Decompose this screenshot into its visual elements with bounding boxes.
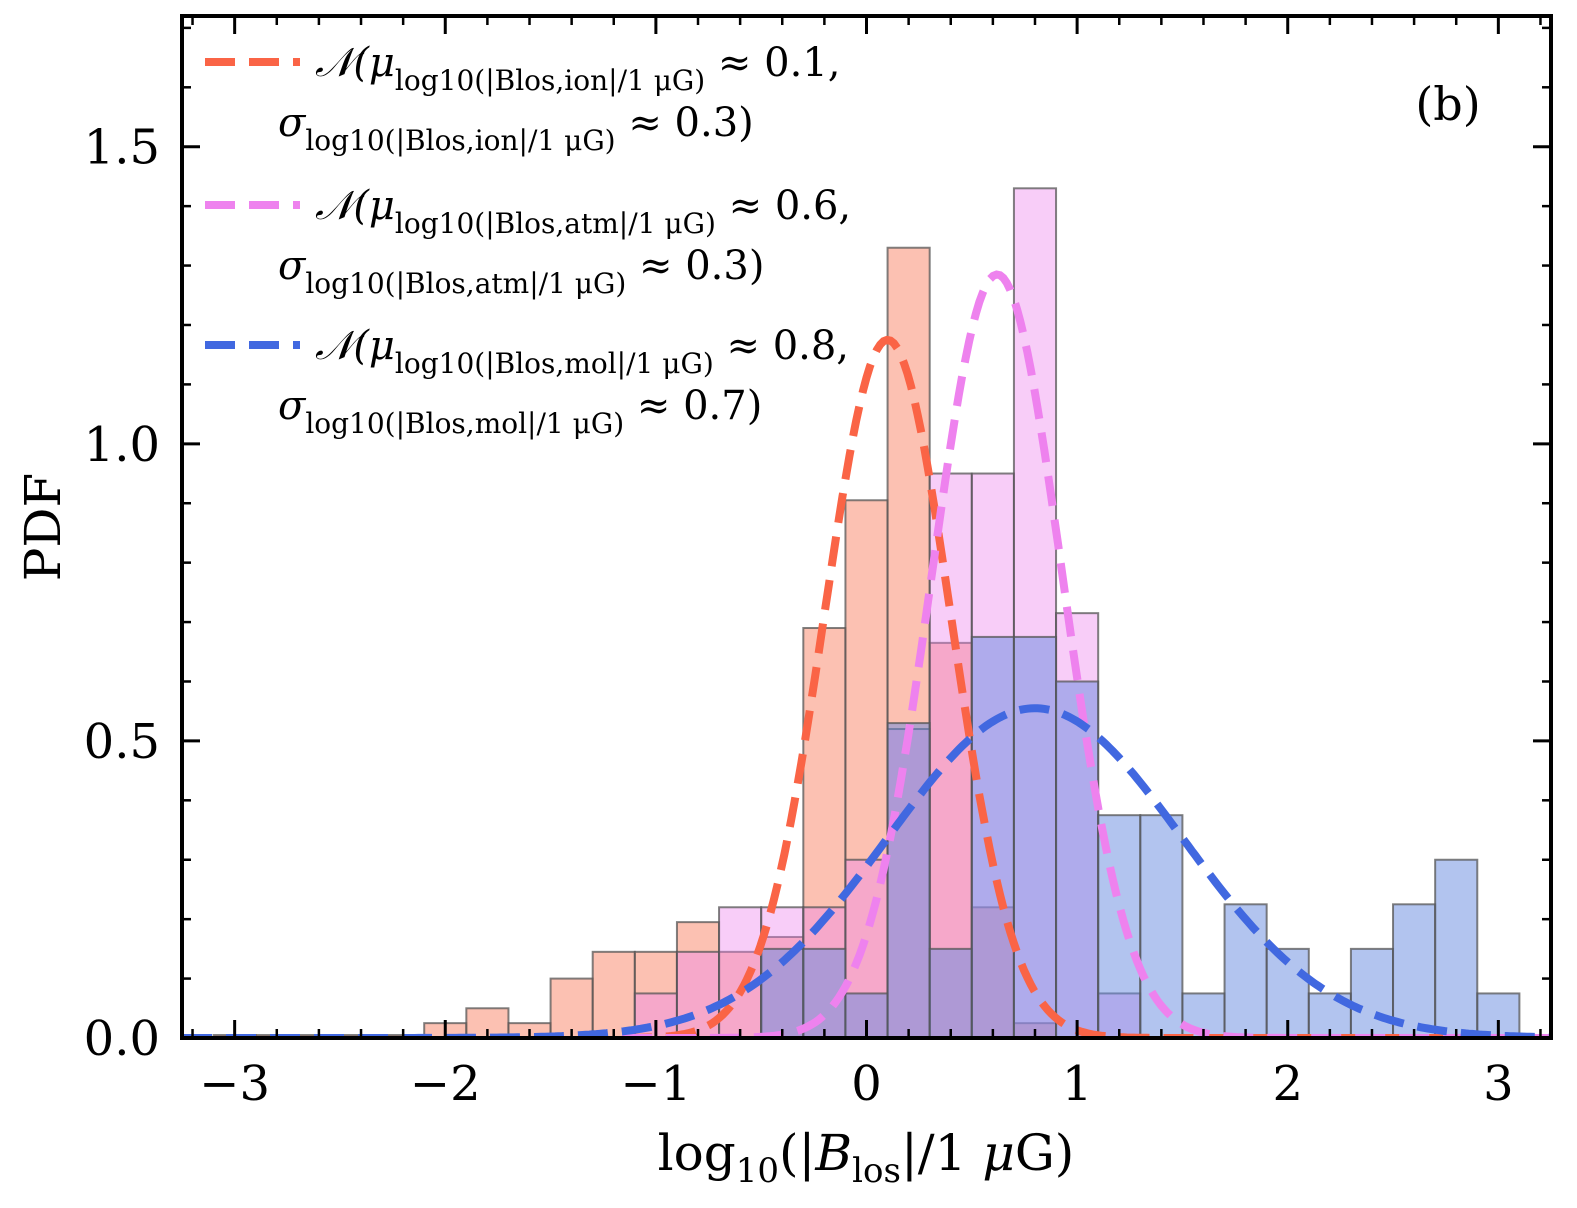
x-tick-label: 1 bbox=[1062, 1056, 1093, 1112]
legend-label-atm-mu: 𝒩(μlog10(|Blos,atm|/1 μG) ≈ 0.6, bbox=[315, 183, 851, 240]
bar-ion-9 bbox=[591, 950, 636, 1038]
legend-label-mol-sigma: σlog10(|Blos,mol|/1 μG) ≈ 0.7) bbox=[278, 383, 762, 440]
x-tick-label: −2 bbox=[410, 1056, 481, 1112]
bar-mol-4 bbox=[928, 947, 973, 1038]
bar-mol-6 bbox=[1012, 635, 1058, 1038]
x-tick-label: 0 bbox=[851, 1056, 882, 1112]
bar-mol-14 bbox=[1349, 947, 1395, 1038]
histogram-bars bbox=[212, 187, 1521, 1038]
fit-curve-ion bbox=[182, 335, 1551, 1038]
bar-mol-8 bbox=[1097, 814, 1142, 1038]
fit-curve-mol bbox=[182, 704, 1551, 1038]
bar-mol-7 bbox=[1055, 680, 1100, 1038]
bar-mol-3 bbox=[886, 722, 931, 1038]
y-tick-label: 1.5 bbox=[84, 120, 160, 176]
x-tick-label: 2 bbox=[1272, 1056, 1303, 1112]
bar-mol-15 bbox=[1392, 903, 1437, 1038]
x-tick-label: 3 bbox=[1483, 1056, 1514, 1112]
panel-label: (b) bbox=[1415, 77, 1480, 131]
legend-label-ion-mu: 𝒩(μlog10(|Blos,ion|/1 μG) ≈ 0.1, bbox=[315, 40, 841, 97]
plot-frame bbox=[180, 14, 1553, 1040]
x-axis-title: log10(|Blos|/1 μG) bbox=[658, 1124, 1075, 1191]
bar-mol-5 bbox=[970, 635, 1015, 1038]
legend-label-ion-sigma: σlog10(|Blos,ion|/1 μG) ≈ 0.3) bbox=[278, 100, 754, 157]
y-axis-title: PDF bbox=[14, 473, 72, 581]
y-tick-label: 0.0 bbox=[84, 1011, 160, 1067]
bar-mol-16 bbox=[1434, 858, 1479, 1038]
y-tick-label: 0.5 bbox=[84, 714, 160, 770]
gaussian-fit-curves bbox=[182, 270, 1551, 1038]
bar-atm-2 bbox=[718, 906, 763, 1038]
legend: 𝒩(μlog10(|Blos,ion|/1 μG) ≈ 0.1,σlog10(|… bbox=[205, 40, 851, 440]
x-tick-label: −1 bbox=[621, 1056, 692, 1112]
y-tick-labels: 0.0 0.5 1.0 1.5 bbox=[84, 120, 160, 1067]
x-tick-labels: −3 −2 −1 0 1 2 3 bbox=[199, 1056, 1513, 1112]
y-tick-label: 1.0 bbox=[84, 417, 160, 473]
legend-label-atm-sigma: σlog10(|Blos,atm|/1 μG) ≈ 0.3) bbox=[278, 243, 764, 300]
x-tick-label: −3 bbox=[199, 1056, 270, 1112]
legend-label-mol-mu: 𝒩(μlog10(|Blos,mol|/1 μG) ≈ 0.8, bbox=[315, 323, 849, 380]
